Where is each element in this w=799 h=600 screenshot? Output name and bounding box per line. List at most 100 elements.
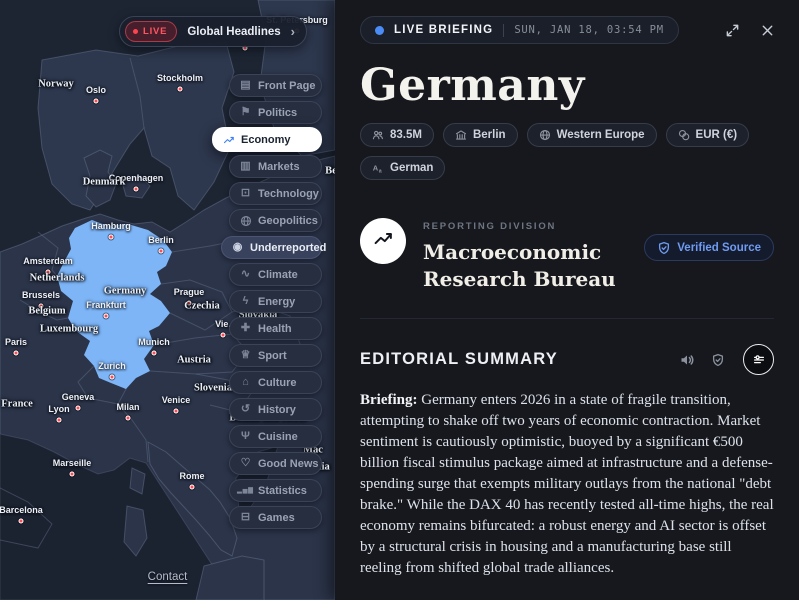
city-label: Oslo <box>85 85 107 95</box>
menu-item-cuisine[interactable]: Ψ Cuisine <box>229 425 322 448</box>
menu-item-markets[interactable]: ▥ Markets <box>229 155 322 178</box>
city-label: Berlin <box>148 235 174 245</box>
menu-item-label: Energy <box>258 295 296 308</box>
menu-item-underreported[interactable]: ◉ Underreported <box>221 236 326 259</box>
city-dot[interactable] <box>13 350 19 356</box>
globe-icon <box>539 129 551 141</box>
speaker-icon[interactable] <box>678 351 696 369</box>
fact-tag-label: Berlin <box>472 129 506 141</box>
menu-item-label: Statistics <box>258 484 307 497</box>
city-dot[interactable] <box>189 484 195 490</box>
menu-item-label: Games <box>258 511 295 524</box>
globe-icon <box>239 215 252 227</box>
city-label: Copenhagen <box>108 173 164 183</box>
climate-icon: ∿ <box>240 268 251 280</box>
global-headlines-button[interactable]: LIVE Global Headlines › <box>119 16 307 47</box>
city-dot[interactable] <box>69 471 75 477</box>
menu-item-good-news[interactable]: ♡ Good News <box>229 452 322 475</box>
health-icon: ✚ <box>240 322 251 334</box>
city-label: Frankfurt <box>86 300 126 310</box>
city-dot[interactable] <box>151 350 157 356</box>
city-dot[interactable] <box>18 518 24 524</box>
menu-item-technology[interactable]: ⊡ Technology <box>229 182 322 205</box>
filter-settings-button[interactable] <box>743 344 774 375</box>
fact-tag-83-5m[interactable]: 83.5M <box>360 123 434 147</box>
menu-item-label: Health <box>258 322 292 335</box>
city-dot[interactable] <box>125 415 131 421</box>
expand-icon[interactable] <box>723 21 741 39</box>
blue-dot-icon <box>375 25 384 35</box>
museum-icon: ⌂ <box>242 376 249 388</box>
category-menu: ▤ Front Page ⚑ Politics Economy ▥ Markets ⊡ Tech… <box>212 74 326 529</box>
city-dot[interactable] <box>109 374 115 380</box>
menu-item-sport[interactable]: ♕ Sport <box>229 344 322 367</box>
menu-item-culture[interactable]: ⌂ Culture <box>229 371 322 394</box>
city-dot[interactable] <box>108 234 114 240</box>
city-label: Vie. <box>215 319 231 329</box>
menu-item-games[interactable]: ⊟ Games <box>229 506 322 529</box>
menu-item-statistics[interactable]: ▂▅▇ Statistics <box>229 479 322 502</box>
menu-item-energy[interactable]: ϟ Energy <box>229 290 322 313</box>
city-dot[interactable] <box>177 86 183 92</box>
menu-item-geopolitics[interactable]: Geopolitics <box>229 209 322 232</box>
country-label: Czechia <box>184 300 220 312</box>
briefing-lead: Briefing: <box>360 392 418 408</box>
shield-check-icon <box>657 241 671 255</box>
fact-tag-western-europe[interactable]: Western Europe <box>526 123 657 147</box>
country-label: Austria <box>177 354 211 366</box>
city-label: Lyon <box>48 404 70 414</box>
briefing-body: Germany enters 2026 in a state of fragil… <box>360 392 774 576</box>
country-label: Be <box>325 165 335 177</box>
city-label: Milan <box>116 402 140 412</box>
city-dot[interactable] <box>56 417 62 423</box>
city-dot[interactable] <box>93 98 99 104</box>
editorial-summary-header: EDITORIAL SUMMARY <box>360 344 774 375</box>
city-dot[interactable] <box>38 303 44 309</box>
country-label: Norway <box>38 78 74 90</box>
verified-source-badge[interactable]: Verified Source <box>644 234 774 261</box>
city-dot[interactable] <box>173 408 179 414</box>
contact-link[interactable]: Contact <box>147 571 188 583</box>
fact-tag-label: Western Europe <box>556 129 645 141</box>
europe-map[interactable]: St. PetersburgOsloStockholmCopenhagenHam… <box>0 0 335 600</box>
menu-item-front-page[interactable]: ▤ Front Page <box>229 74 322 97</box>
menu-item-health[interactable]: ✚ Health <box>229 317 322 340</box>
city-dot[interactable] <box>186 300 192 306</box>
city-dot[interactable] <box>75 405 81 411</box>
menu-item-label: Politics <box>258 106 298 119</box>
chevron-right-icon: › <box>290 24 295 39</box>
country-label: Netherlands <box>29 272 85 284</box>
city-dot[interactable] <box>158 248 164 254</box>
menu-item-label: Technology <box>258 187 319 200</box>
menu-item-label: Front Page <box>258 79 316 92</box>
newspaper-icon: ▤ <box>240 79 251 91</box>
city-dot[interactable] <box>103 313 109 319</box>
country-label: France <box>1 398 33 410</box>
menu-item-climate[interactable]: ∿ Climate <box>229 263 322 286</box>
germany-shape <box>57 220 172 389</box>
card-icon: ▥ <box>240 160 251 172</box>
shield-check-icon[interactable] <box>709 351 727 369</box>
city-dot[interactable] <box>133 186 139 192</box>
menu-item-label: Sport <box>258 349 287 362</box>
fact-tag-berlin[interactable]: Berlin <box>442 123 518 147</box>
svg-text:A: A <box>373 163 379 172</box>
country-label: Luxembourg <box>39 323 99 335</box>
sliders-icon <box>752 353 766 367</box>
menu-item-label: Underreported <box>250 241 327 254</box>
section-divider <box>360 318 774 319</box>
lightning-icon: ϟ <box>242 295 249 307</box>
country-label: Slovenia <box>194 382 232 394</box>
menu-item-politics[interactable]: ⚑ Politics <box>229 101 322 124</box>
menu-item-economy[interactable]: Economy <box>212 127 322 152</box>
editorial-summary-heading: EDITORIAL SUMMARY <box>360 350 558 368</box>
fact-tag-eur-[interactable]: EUR (€) <box>665 123 750 147</box>
city-dot[interactable] <box>220 332 226 338</box>
close-icon[interactable] <box>758 21 776 39</box>
flag-icon: ⚑ <box>240 106 251 118</box>
city-dot[interactable] <box>45 269 51 275</box>
signal-icon: ◉ <box>232 241 243 253</box>
menu-item-history[interactable]: ↺ History <box>229 398 322 421</box>
